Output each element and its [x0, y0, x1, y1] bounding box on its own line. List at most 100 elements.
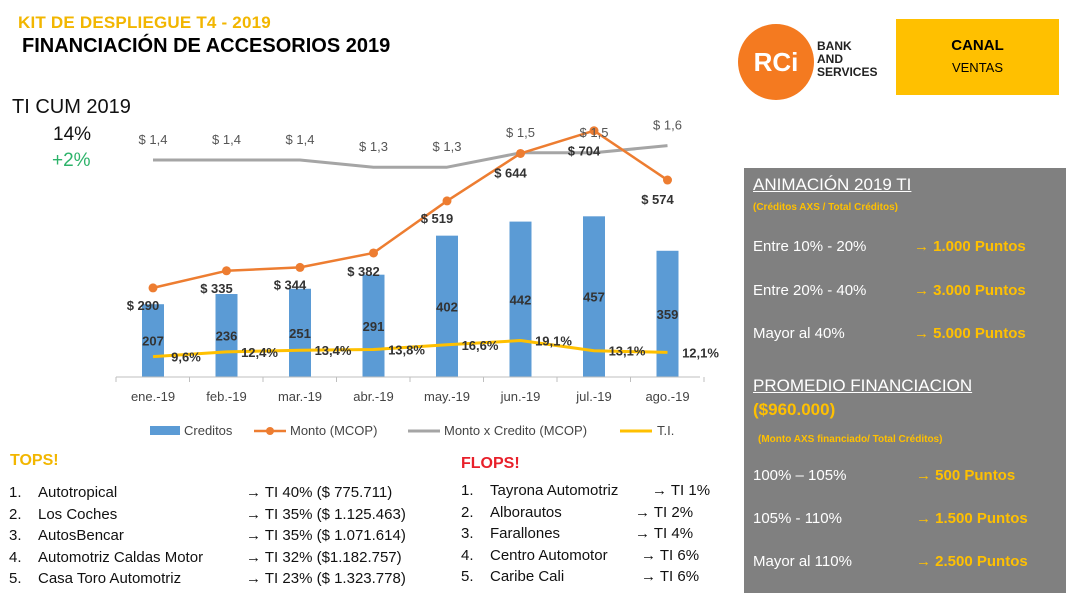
label-creditos-may.-19: 402 — [436, 299, 458, 314]
point-monto-mar.-19 — [295, 262, 305, 272]
label-monto-x-credito-ene.-19: $ 1,4 — [139, 132, 168, 147]
label-monto-abr.-19: $ 382 — [347, 264, 380, 279]
logo-line-1: BANK — [817, 39, 852, 53]
top-dealer-name: Automotriz Caldas Motor — [38, 548, 204, 566]
top-dealer-ti: → TI 35% ($ 1.125.463) — [246, 505, 406, 523]
line-monto-x-credito — [153, 144, 668, 169]
label-monto-ene.-19: $ 290 — [127, 298, 160, 313]
anim-range-2: Entre 20% - 40% — [753, 282, 867, 299]
logo-line-3: SERVICES — [817, 65, 878, 79]
flop-rank-number: 5. — [461, 568, 474, 585]
logo-wordmark: BANK AND SERVICES — [817, 40, 877, 79]
rewards-panel: ANIMACIÓN 2019 TI (Créditos AXS / Total … — [744, 168, 1066, 593]
logo-line-2: AND — [817, 52, 843, 66]
point-monto-jun.-19 — [516, 148, 525, 158]
prom-range-1: 100% – 105% — [753, 467, 847, 484]
ti-cum-value: 14% — [53, 124, 92, 145]
top-dealer-ti: → TI 35% ($ 1.071.614) — [246, 527, 406, 544]
label-monto-x-credito-may.-19: $ 1,3 — [433, 139, 462, 154]
anim-range-3: Mayor al 40% — [753, 325, 845, 342]
flop-dealer-name: Centro Automotor — [490, 546, 608, 564]
ti-cum-delta: +2% — [52, 150, 91, 171]
prom-points-1: → 500 Puntos — [916, 467, 1016, 484]
flop-rank-number: 3. — [461, 525, 474, 542]
label-creditos-ago.-19: 359 — [657, 307, 679, 322]
flop-dealer-name: Alborautos — [490, 503, 562, 521]
top-dealer-ti: → TI 23% ($ 1.323.778) — [246, 570, 406, 587]
point-monto-abr.-19 — [369, 248, 378, 258]
label-ti-abr.-19: 13,8% — [388, 343, 425, 358]
bar-creditos-jun.-19 — [509, 221, 532, 377]
top-dealer-name: Los Coches — [38, 505, 118, 523]
x-tick-label-jul.-19: jul.-19 — [575, 389, 611, 404]
anim-points-3: → 5.000 Puntos — [914, 325, 1026, 342]
legend-label-creditos: Creditos — [184, 423, 233, 438]
top-rank-number: 1. — [9, 484, 22, 501]
flop-dealer-ti: → TI 2% — [635, 503, 694, 521]
label-ti-ene.-19: 9,6% — [171, 350, 201, 365]
prom-range-2: 105% - 110% — [753, 510, 842, 527]
prom-points-2: → 1.500 Puntos — [916, 510, 1028, 527]
anim-points-2: → 3.000 Puntos — [914, 282, 1026, 299]
top-rank-number: 2. — [9, 505, 22, 523]
label-creditos-mar.-19: 251 — [289, 326, 311, 341]
x-tick-label-mar.-19: mar.-19 — [278, 389, 322, 404]
flop-rank-number: 1. — [461, 482, 474, 499]
promedio-subtitle: (Monto AXS financiado/ Total Créditos) — [758, 434, 943, 445]
label-creditos-feb.-19: 236 — [216, 329, 238, 344]
bar-creditos-abr.-19 — [362, 274, 385, 377]
top-rank-number: 3. — [9, 527, 22, 544]
label-monto-x-credito-feb.-19: $ 1,4 — [212, 132, 241, 147]
bar-creditos-ene.-19 — [142, 304, 164, 377]
logo-mark: RCi — [753, 46, 799, 77]
rci-logo: RCi — [738, 24, 814, 100]
legend-label-ti: T.I. — [657, 423, 674, 438]
point-monto-ene.-19 — [148, 283, 158, 293]
ti-cum-label: TI CUM 2019 — [12, 96, 131, 118]
canal-box: CANAL VENTAS — [896, 19, 1059, 95]
tops-heading: TOPS! — [10, 452, 59, 469]
label-ti-feb.-19: 12,4% — [241, 345, 278, 360]
x-tick-label-ago.-19: ago.-19 — [645, 389, 689, 404]
label-ti-jun.-19: 19,1% — [535, 334, 572, 349]
canal-subtitle: VENTAS — [951, 60, 1004, 75]
legend-swatch-creditos — [150, 426, 180, 435]
legend-marker-monto — [266, 427, 274, 435]
label-creditos-jul.-19: 457 — [583, 290, 605, 305]
top-rank-number: 4. — [9, 548, 22, 566]
legend-label-monto-x-credito: Monto x Credito (MCOP) — [444, 423, 587, 438]
label-monto-may.-19: $ 519 — [421, 211, 454, 226]
legend-label-monto: Monto (MCOP) — [290, 423, 377, 438]
flop-rank-number: 2. — [461, 503, 474, 521]
bar-creditos-may.-19 — [436, 235, 458, 377]
combo-chart: 207 236 251 291 402 442 457 359 $ 290 $ 335 $ 344 $… — [115, 118, 719, 438]
top-dealer-name: Casa Toro Automotriz — [38, 570, 182, 587]
flops-heading: FLOPS! — [461, 455, 520, 472]
label-ti-mar.-19: 13,4% — [315, 343, 352, 358]
point-monto-feb.-19 — [222, 266, 231, 276]
flop-dealer-name: Tayrona Automotriz — [490, 482, 619, 499]
kit-title: KIT DE DESPLIEGUE T4 - 2019 — [18, 13, 271, 32]
top-dealer-name: Autotropical — [38, 484, 118, 501]
label-creditos-jun.-19: 442 — [510, 292, 532, 307]
promedio-amount: ($960.000) — [753, 400, 836, 419]
anim-points-1: → 1.000 Puntos — [914, 238, 1026, 255]
point-monto-may.-19 — [442, 196, 452, 206]
bar-creditos-mar.-19 — [289, 288, 311, 377]
label-monto-x-credito-jul.-19: $ 1,5 — [580, 125, 609, 140]
bar-creditos-ago.-19 — [656, 250, 679, 377]
label-monto-x-credito-ago.-19: $ 1,6 — [653, 118, 682, 133]
x-tick-label-abr.-19: abr.-19 — [353, 389, 393, 404]
line-monto — [152, 129, 669, 290]
canal-title: CANAL — [951, 37, 1004, 54]
prom-points-3: → 2.500 Puntos — [916, 553, 1028, 570]
flop-dealer-ti: → TI 6% — [641, 546, 700, 564]
promedio-title: PROMEDIO FINANCIACION — [753, 376, 973, 395]
label-ti-jul.-19: 13,1% — [609, 344, 646, 359]
flop-dealer-name: Farallones — [490, 525, 561, 542]
label-ti-may.-19: 16,6% — [462, 338, 499, 353]
x-tick-label-jun.-19: jun.-19 — [500, 389, 541, 404]
flop-dealer-name: Caribe Cali — [490, 568, 565, 585]
top-rank-number: 5. — [9, 570, 22, 587]
flop-rank-number: 4. — [461, 546, 474, 564]
